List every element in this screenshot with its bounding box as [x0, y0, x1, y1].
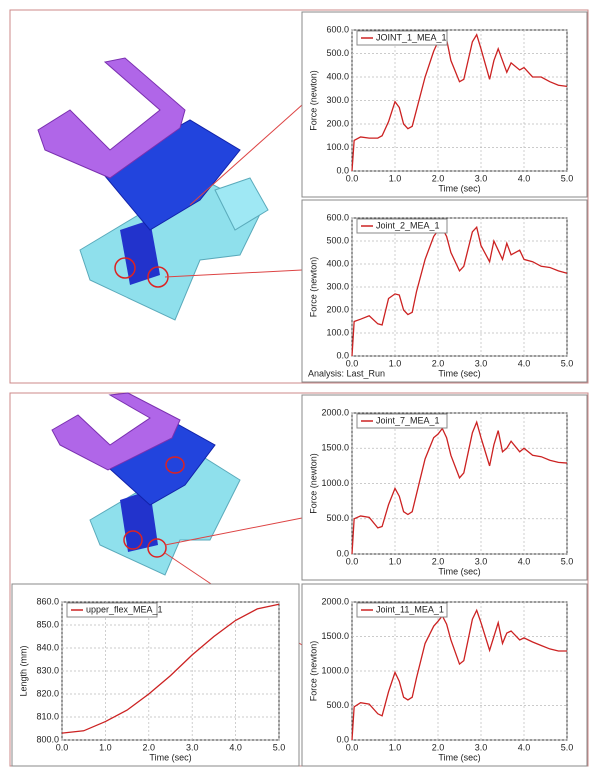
y-tick-label: 100.0 — [326, 142, 349, 152]
x-axis-label: Time (sec) — [438, 368, 480, 378]
x-tick-label: 1.0 — [99, 742, 112, 752]
x-axis-label: Time (sec) — [438, 183, 480, 193]
x-tick-label: 3.0 — [186, 742, 199, 752]
y-tick-label: 1500.0 — [321, 631, 349, 641]
x-tick-label: 5.0 — [273, 742, 286, 752]
x-tick-label: 5.0 — [561, 556, 574, 566]
x-tick-label: 0.0 — [346, 173, 359, 183]
y-tick-label: 500.0 — [326, 235, 349, 245]
y-tick-label: 500.0 — [326, 700, 349, 710]
legend-label: JOINT_1_MEA_1 — [376, 32, 447, 42]
y-tick-label: 2000.0 — [321, 407, 349, 417]
y-tick-label: 400.0 — [326, 258, 349, 268]
y-tick-label: 300.0 — [326, 281, 349, 291]
y-tick-label: 1000.0 — [321, 478, 349, 488]
x-tick-label: 0.0 — [56, 742, 69, 752]
y-tick-label: 300.0 — [326, 95, 349, 105]
x-tick-label: 1.0 — [389, 556, 402, 566]
figure: 0.0 100.0 200.0 300.0 400.0 500.0 600.0 0.0 1.0 2… — [0, 0, 589, 767]
y-tick-label: 400.0 — [326, 71, 349, 81]
x-tick-label: 1.0 — [389, 173, 402, 183]
model-render — [38, 58, 302, 320]
y-tick-label: 600.0 — [326, 212, 349, 222]
x-tick-label: 3.0 — [475, 358, 488, 368]
x-tick-label: 3.0 — [475, 742, 488, 752]
y-tick-label: 200.0 — [326, 118, 349, 128]
y-axis-label: Force (newton) — [308, 70, 318, 131]
y-axis-label: Force (newton) — [308, 453, 318, 514]
x-tick-label: 3.0 — [475, 173, 488, 183]
x-tick-label: 2.0 — [432, 173, 445, 183]
x-tick-label: 3.0 — [475, 556, 488, 566]
y-tick-label: 860.0 — [36, 596, 59, 606]
y-tick-label: 820.0 — [36, 688, 59, 698]
x-axis-label: Time (sec) — [438, 566, 480, 576]
x-tick-label: 5.0 — [561, 742, 574, 752]
legend-label: upper_flex_MEA_1 — [86, 604, 163, 614]
x-tick-label: 1.0 — [389, 742, 402, 752]
y-axis-label: Force (newton) — [308, 257, 318, 318]
y-tick-label: 100.0 — [326, 327, 349, 337]
x-tick-label: 2.0 — [143, 742, 156, 752]
y-tick-label: 1000.0 — [321, 665, 349, 675]
legend-label: Joint_7_MEA_1 — [376, 415, 440, 425]
x-tick-label: 4.0 — [229, 742, 242, 752]
y-tick-label: 850.0 — [36, 619, 59, 629]
x-tick-label: 0.0 — [346, 742, 359, 752]
x-tick-label: 2.0 — [432, 742, 445, 752]
x-tick-label: 4.0 — [518, 358, 531, 368]
y-tick-label: 840.0 — [36, 642, 59, 652]
x-tick-label: 1.0 — [389, 358, 402, 368]
x-tick-label: 4.0 — [518, 173, 531, 183]
x-tick-label: 4.0 — [518, 742, 531, 752]
x-axis-label: Time (sec) — [438, 752, 480, 762]
y-axis-label: Force (newton) — [308, 641, 318, 702]
legend-label: Joint_2_MEA_1 — [376, 220, 440, 230]
page: {"chart_data": [ {"type": "line", "x_lab… — [0, 0, 589, 767]
y-tick-label: 500.0 — [326, 48, 349, 58]
x-tick-label: 5.0 — [561, 173, 574, 183]
y-tick-label: 810.0 — [36, 711, 59, 721]
x-tick-label: 0.0 — [346, 556, 359, 566]
legend-label: Joint_11_MEA_1 — [376, 604, 444, 614]
x-tick-label: 0.0 — [346, 358, 359, 368]
y-tick-label: 2000.0 — [321, 596, 349, 606]
y-tick-label: 1500.0 — [321, 443, 349, 453]
y-tick-label: 600.0 — [326, 24, 349, 34]
x-tick-label: 2.0 — [432, 556, 445, 566]
x-tick-label: 5.0 — [561, 358, 574, 368]
annotation: Analysis: Last_Run — [308, 368, 385, 378]
y-axis-label: Length (mm) — [18, 645, 28, 696]
y-tick-label: 830.0 — [36, 665, 59, 675]
x-tick-label: 2.0 — [432, 358, 445, 368]
y-tick-label: 200.0 — [326, 304, 349, 314]
x-tick-label: 4.0 — [518, 556, 531, 566]
x-axis-label: Time (sec) — [149, 752, 191, 762]
y-tick-label: 500.0 — [326, 513, 349, 523]
